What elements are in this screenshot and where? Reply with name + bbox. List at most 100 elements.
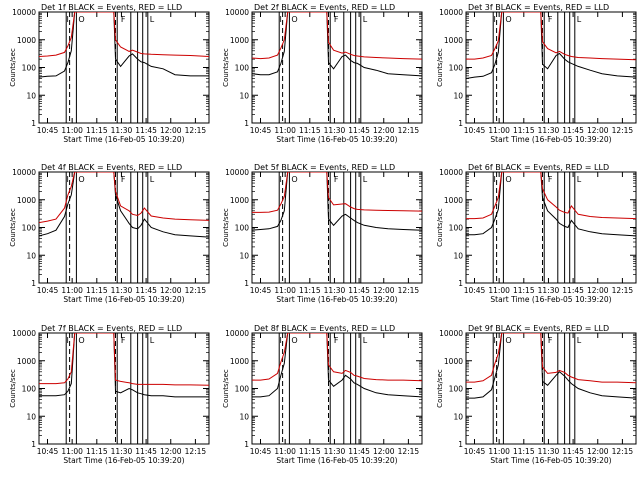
interval-marker-letter: O	[505, 336, 511, 345]
y-tick-label: 100	[22, 385, 37, 394]
interval-marker-letter: O	[291, 15, 297, 24]
y-tick-label: 1	[31, 440, 36, 449]
interval-marker-letter: I	[280, 15, 282, 24]
x-tick-label: 11:45	[135, 286, 157, 295]
y-tick-label: 100	[235, 224, 250, 233]
interval-marker-letter: O	[78, 336, 84, 345]
panel-title: Det 8f BLACK = Events, RED = LLD	[254, 324, 395, 333]
y-tick-label: 1	[244, 279, 249, 288]
y-tick-label: 10000	[12, 168, 36, 177]
interval-marker-letter: I	[494, 336, 496, 345]
x-tick-label: 11:30	[324, 286, 346, 295]
x-tick-label: 11:45	[348, 286, 370, 295]
series-lld-line	[252, 333, 422, 382]
panel-6: 1 10 100 1000 10000 10:45 11:00 11:15 11:30 11:45…	[436, 163, 637, 304]
panel-title: Det 1f BLACK = Events, RED = LLD	[41, 3, 182, 12]
series-lld-line	[39, 333, 209, 386]
series-events-line	[39, 172, 209, 238]
x-axis-label: Start Time (16-Feb-05 10:39:20)	[276, 135, 397, 144]
interval-marker-letter: L	[363, 175, 368, 184]
y-tick-label: 1	[458, 119, 463, 128]
interval-marker-letter: O	[505, 175, 511, 184]
x-tick-label: 11:15	[86, 126, 108, 135]
interval-marker-letter: F	[121, 336, 126, 345]
series-events-line	[466, 333, 636, 399]
x-tick-label: 11:00	[274, 447, 296, 456]
interval-marker-letter: L	[363, 15, 368, 24]
x-tick-label: 10:45	[464, 447, 486, 456]
interval-marker-letter: L	[577, 336, 582, 345]
series-events-line	[252, 12, 422, 77]
x-tick-label: 11:15	[86, 447, 108, 456]
y-tick-label: 1	[31, 119, 36, 128]
interval-marker-letter: O	[78, 175, 84, 184]
panel-1: 1 10 100 1000 10000 10:45 11:00 11:15 11:30 11:45…	[9, 3, 210, 144]
x-tick-label: 12:00	[587, 126, 609, 135]
x-tick-label: 12:15	[185, 447, 207, 456]
y-tick-label: 1000	[444, 196, 463, 205]
x-tick-label: 10:45	[464, 126, 486, 135]
panel-title: Det 7f BLACK = Events, RED = LLD	[41, 324, 182, 333]
y-tick-label: 10	[26, 251, 36, 260]
x-axis-label: Start Time (16-Feb-05 10:39:20)	[276, 456, 397, 465]
x-tick-label: 10:45	[250, 286, 272, 295]
series-lld-line	[39, 172, 209, 224]
x-tick-label: 12:00	[160, 126, 182, 135]
x-tick-label: 12:00	[373, 447, 395, 456]
x-tick-label: 10:45	[37, 286, 59, 295]
x-tick-label: 11:45	[348, 447, 370, 456]
x-tick-label: 11:30	[111, 447, 133, 456]
series-lld-line	[39, 12, 209, 57]
y-tick-label: 10000	[225, 8, 249, 17]
panel-9: 1 10 100 1000 10000 10:45 11:00 11:15 11:30 11:45…	[436, 324, 637, 465]
x-tick-label: 12:15	[398, 447, 420, 456]
x-tick-label: 12:15	[398, 126, 420, 135]
y-axis-label: Counts/sec	[9, 48, 17, 87]
interval-marker-letter: F	[548, 175, 553, 184]
y-tick-label: 1000	[444, 357, 463, 366]
x-axis-label: Start Time (16-Feb-05 10:39:20)	[490, 135, 611, 144]
y-tick-label: 1000	[17, 357, 36, 366]
x-tick-label: 11:00	[61, 126, 83, 135]
x-tick-label: 11:30	[111, 286, 133, 295]
plot-frame	[251, 171, 423, 284]
series-events-line	[466, 172, 636, 237]
interval-marker-letter: L	[363, 336, 368, 345]
x-tick-label: 12:00	[160, 447, 182, 456]
interval-marker-letter: L	[150, 15, 155, 24]
interval-marker-letter: F	[334, 175, 339, 184]
x-tick-label: 11:45	[135, 447, 157, 456]
y-tick-label: 10000	[225, 329, 249, 338]
y-tick-label: 10000	[439, 329, 463, 338]
interval-marker-letter: F	[334, 336, 339, 345]
series-lld-line	[252, 172, 422, 213]
x-tick-label: 12:00	[587, 447, 609, 456]
panel-title: Det 3f BLACK = Events, RED = LLD	[468, 3, 609, 12]
interval-marker-letter: L	[577, 175, 582, 184]
x-tick-label: 12:00	[373, 126, 395, 135]
y-tick-label: 10	[26, 412, 36, 421]
y-tick-label: 10000	[12, 329, 36, 338]
x-tick-label: 11:30	[324, 447, 346, 456]
x-tick-label: 12:15	[612, 126, 634, 135]
interval-marker-letter: F	[121, 15, 126, 24]
x-tick-label: 11:00	[488, 126, 510, 135]
y-tick-label: 10000	[439, 168, 463, 177]
y-axis-label: Counts/sec	[9, 208, 17, 247]
y-tick-label: 1	[244, 440, 249, 449]
panel-4: 1 10 100 1000 10000 10:45 11:00 11:15 11:30 11:45…	[9, 163, 210, 304]
x-axis-label: Start Time (16-Feb-05 10:39:20)	[63, 456, 184, 465]
y-axis-label: Counts/sec	[436, 369, 444, 408]
x-tick-label: 11:45	[562, 126, 584, 135]
y-tick-label: 1000	[17, 36, 36, 45]
interval-marker-letter: F	[548, 15, 553, 24]
y-tick-label: 1	[244, 119, 249, 128]
y-tick-label: 1000	[17, 196, 36, 205]
interval-marker-letter: O	[291, 336, 297, 345]
x-tick-label: 11:30	[538, 447, 560, 456]
x-tick-label: 11:30	[324, 126, 346, 135]
series-events-line	[39, 333, 209, 398]
x-tick-label: 11:00	[61, 286, 83, 295]
x-tick-label: 11:00	[61, 447, 83, 456]
